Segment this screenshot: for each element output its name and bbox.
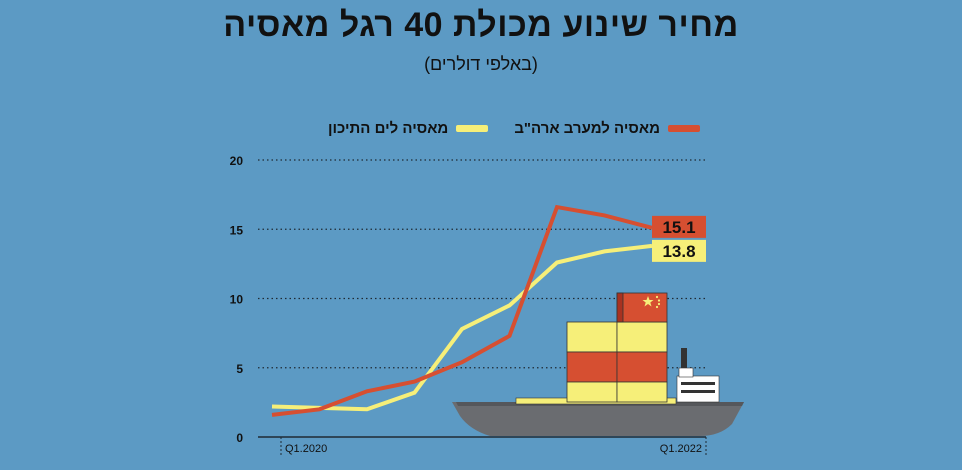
end-label-value: 13.8 [662,242,695,261]
chart-subtitle: (באלפי דולרים) [424,54,538,74]
ship-windows [681,382,715,385]
y-tick-label: 15 [230,223,244,237]
legend-item-asia-med: מאסיה לים התיכון [327,119,489,137]
y-tick-label: 0 [236,431,243,445]
y-tick-label: 10 [230,293,244,307]
ship-windows-2 [681,390,715,393]
x-tick-label: Q1.2022 [660,443,702,455]
series-line-asia-us [271,204,653,417]
ship-hull [452,402,744,436]
end-label-value: 15.1 [662,218,695,237]
ship-bridge [676,375,720,403]
end-value-labels: 15.1 13.8 [652,215,706,262]
legend-label-asia-us: מאסיה למערב ארה"ב [514,119,660,137]
end-label-box [652,215,706,238]
series-line-asia-med [271,243,653,412]
y-axis-ticks: 0 5 10 15 20 [230,154,244,445]
container-ship-illustration [452,292,744,436]
china-flag-stars [642,295,661,309]
chart-title: מחיר שינוע מכולת 40 רגל מאסיה [223,6,739,44]
y-tick-label: 20 [230,154,244,168]
legend-label-asia-med: מאסיה לים התיכון [327,119,449,137]
end-label-box [652,239,706,262]
legend-item-asia-us: מאסיה למערב ארה"ב [514,120,700,137]
x-axis: Q1.2020 Q1.2022 [258,436,707,457]
legend-swatch-asia-med [456,124,489,132]
container-stack [566,292,668,403]
end-label-asia-med: 13.8 [652,239,706,262]
chart-legend: מאסיה למערב ארה"ב מאסיה לים התיכון [300,116,700,140]
end-label-asia-us: 15.1 [652,215,706,238]
x-tick-label: Q1.2020 [285,443,327,455]
ship-bridge-top [678,367,694,378]
y-tick-label: 5 [236,362,243,376]
ship-funnel [681,348,687,368]
legend-swatch-asia-us [668,124,700,132]
series-lines [271,204,653,417]
